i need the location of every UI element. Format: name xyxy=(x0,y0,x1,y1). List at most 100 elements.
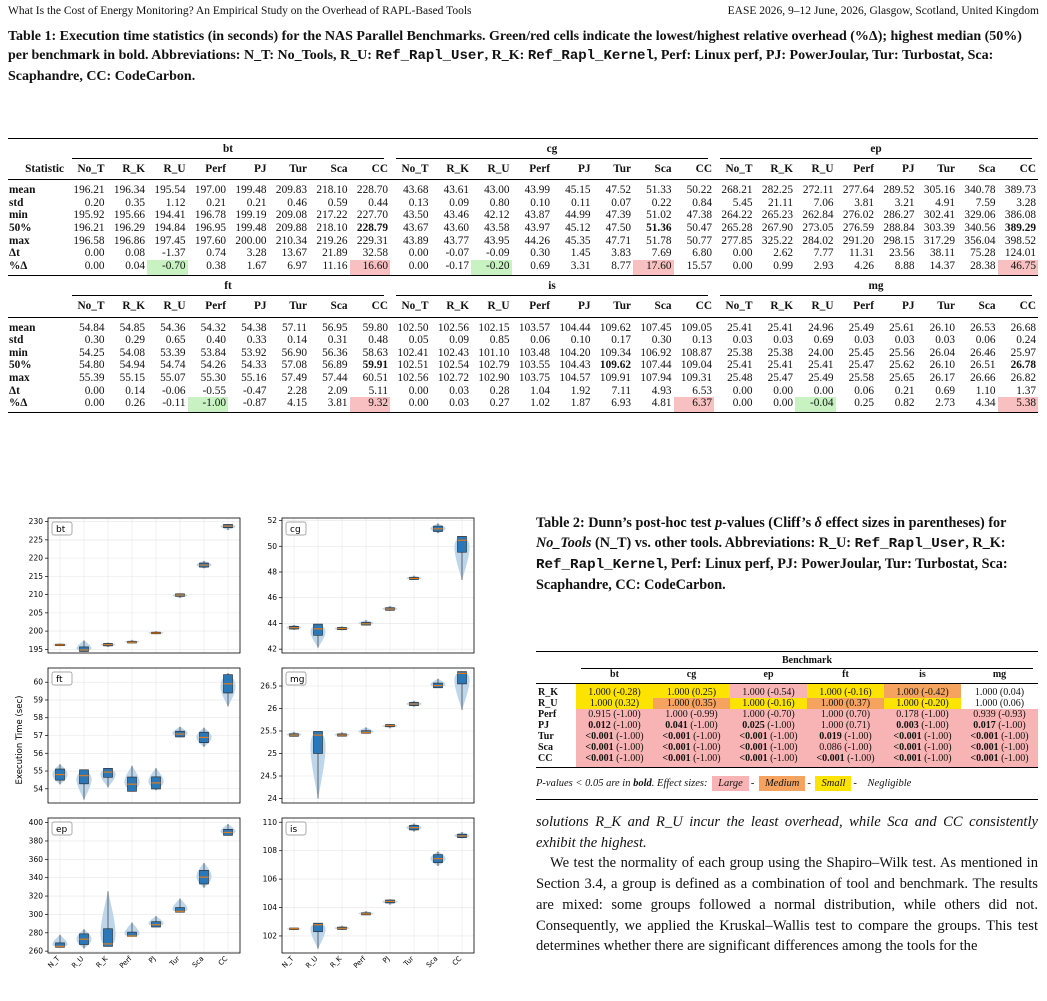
value-cell: 0.80 xyxy=(489,196,510,209)
value-cell: 54.38 xyxy=(241,321,267,334)
value-cell: 108.87 xyxy=(680,346,712,359)
value-cell: 109.34 xyxy=(599,346,631,359)
body-text: solutions R_K and R_U incur the least ov… xyxy=(536,812,1038,957)
panel-label: mg xyxy=(290,675,304,685)
value-cell: 24.96 xyxy=(808,321,834,334)
value-cell: 109.62 xyxy=(599,321,631,334)
value-cell: 0.44 xyxy=(368,196,388,209)
panel-label: cg xyxy=(290,525,301,535)
y-tick-label: 56 xyxy=(33,749,43,758)
column-header: Sca xyxy=(633,299,674,318)
box-R_U xyxy=(79,769,89,785)
value-cell: 102.79 xyxy=(478,359,510,372)
column-header: Tur xyxy=(268,299,309,318)
value-cell: 0.00 xyxy=(408,384,429,397)
value-cell: 102.90 xyxy=(478,371,510,384)
value-cell: -0.55 xyxy=(202,384,226,397)
plot-frame xyxy=(47,667,241,804)
column-header: Tur xyxy=(592,299,633,318)
value-cell: 0.00 xyxy=(390,259,431,277)
pvalue-cell: 1.000 (-0.42) xyxy=(884,683,961,698)
value-cell: 0.00 xyxy=(66,259,107,277)
value-cell: 0.35 xyxy=(125,196,145,209)
panel-label-box xyxy=(51,521,73,536)
column-header: PJ xyxy=(228,162,269,181)
value-cell: 2.93 xyxy=(795,259,836,277)
value-cell: 54.08 xyxy=(119,346,145,359)
caption-mono: Ref_Rapl_Kernel xyxy=(527,48,654,65)
pvalue-cell: 0.041 (-1.00) xyxy=(653,720,730,731)
box-R_U xyxy=(79,646,89,652)
column-header: R_U xyxy=(147,299,188,318)
value-cell: 0.82 xyxy=(876,397,917,413)
value-cell: 1.67 xyxy=(228,259,269,277)
value-cell: 264.22 xyxy=(721,209,753,222)
y-tick-label: 25.5 xyxy=(260,727,277,736)
value-cell: -0.47 xyxy=(242,384,267,397)
column-header: PJ xyxy=(552,299,593,318)
panel-label-box xyxy=(285,521,307,536)
table2-legend: P-values < 0.05 are in bold. Effect size… xyxy=(536,776,1038,800)
y-tick-label: 225 xyxy=(29,535,44,544)
execution-time-table: bt cg ep Statistic No_T R_K R_U Perf PJ Tur Sca CC N… xyxy=(8,137,1038,413)
y-axis-label: Execution Time (sec) xyxy=(15,696,25,785)
column-header: CC xyxy=(349,299,390,318)
value-cell: 209.08 xyxy=(275,209,307,222)
value-cell: 1.10 xyxy=(975,384,996,397)
value-cell: 15.57 xyxy=(673,259,714,277)
row-label: Tur xyxy=(538,731,554,742)
value-cell: 57.49 xyxy=(281,371,307,384)
legend-small: Small xyxy=(815,776,852,791)
value-cell: 54.94 xyxy=(119,359,145,372)
value-cell: -0.17 xyxy=(430,259,471,277)
pvalue-cell: 0.086 (-1.00) xyxy=(807,742,884,753)
pvalue-cell: 0.025 (-1.00) xyxy=(730,720,807,731)
value-cell: 43.00 xyxy=(484,184,510,197)
value-cell: 0.17 xyxy=(611,334,631,347)
value-cell: 6.97 xyxy=(268,259,309,277)
value-cell: 26.10 xyxy=(929,359,955,372)
value-cell: 0.25 xyxy=(835,397,876,413)
x-tick-label: R_U xyxy=(70,955,85,970)
caption-text: , Perf: Linux perf, PJ: PowerJoular, Tur… xyxy=(536,555,1008,593)
value-cell: 0.84 xyxy=(692,196,712,209)
y-tick-label: 42 xyxy=(267,645,277,654)
legend-bold: bold xyxy=(633,778,652,789)
box-R_U xyxy=(313,731,323,754)
pvalue-cell: 1.000 (-0.20) xyxy=(884,698,961,709)
legend-medium: Medium xyxy=(758,776,806,791)
value-cell: 0.99 xyxy=(754,259,795,277)
value-cell: -0.20 xyxy=(471,259,512,277)
value-cell: 53.39 xyxy=(160,346,186,359)
value-cell: 0.00 xyxy=(714,259,755,277)
pvalue-cell: <0.001 (-1.00) xyxy=(961,742,1038,753)
value-cell: 5.38 xyxy=(997,397,1038,413)
row-label: CC xyxy=(536,753,576,768)
value-cell: 44.99 xyxy=(565,209,591,222)
box-Tur xyxy=(175,907,185,913)
value-cell: 0.46 xyxy=(287,196,307,209)
column-header: is xyxy=(884,669,961,684)
pvalue-cell: <0.001 (-1.00) xyxy=(730,742,807,753)
pvalue-cell: 1.000 (0.35) xyxy=(653,698,730,709)
caption-italic: No_Tools xyxy=(536,534,592,551)
legend-large: Large xyxy=(712,776,749,791)
value-cell: 26.04 xyxy=(929,346,955,359)
pvalue-cell: 0.915 (-1.00) xyxy=(576,709,653,720)
value-cell: 0.00 xyxy=(754,397,795,413)
y-tick-label: 46 xyxy=(267,593,277,602)
value-cell: 109.04 xyxy=(680,359,712,372)
value-cell: 25.97 xyxy=(1010,346,1036,359)
value-cell: 197.60 xyxy=(194,234,226,247)
value-cell: 25.65 xyxy=(889,371,915,384)
value-cell: 60.51 xyxy=(362,371,388,384)
value-cell: 43.95 xyxy=(484,234,510,247)
value-cell: 0.31 xyxy=(327,334,348,347)
value-cell: 0.27 xyxy=(471,397,512,413)
value-cell: 196.95 xyxy=(194,221,226,234)
value-cell: 43.97 xyxy=(524,221,550,234)
caption-text: , Perf: Linux perf, PJ: PowerJoular, Tur… xyxy=(8,48,994,84)
value-cell: 0.21 xyxy=(894,384,915,397)
table-row: PJ 0.012 (-1.00) 0.041 (-1.00) 0.025 (-1.00… xyxy=(536,720,1038,731)
value-cell: 102.41 xyxy=(397,346,429,359)
